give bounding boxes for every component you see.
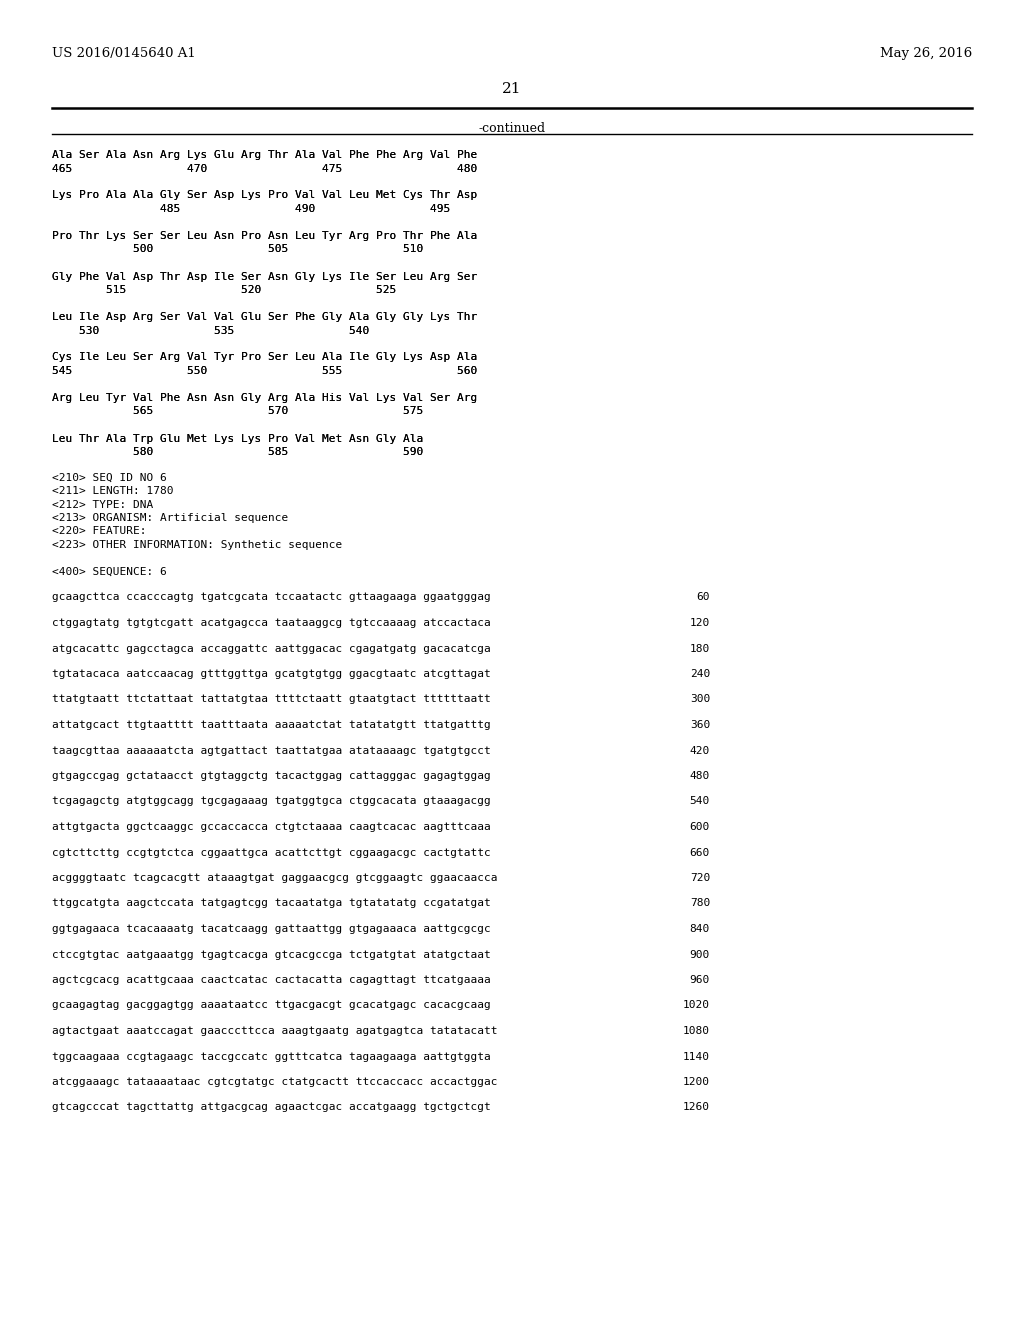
Text: Leu Ile Asp Arg Ser Val Val Glu Ser Phe Gly Ala Gly Gly Lys Thr: Leu Ile Asp Arg Ser Val Val Glu Ser Phe … <box>52 312 477 322</box>
Text: <211> LENGTH: 1780: <211> LENGTH: 1780 <box>52 486 173 496</box>
Text: tggcaagaaa ccgtagaagc taccgccatc ggtttcatca tagaagaaga aattgtggta: tggcaagaaa ccgtagaagc taccgccatc ggtttca… <box>52 1052 490 1061</box>
Text: agtactgaat aaatccagat gaacccttcca aaagtgaatg agatgagtca tatatacatt: agtactgaat aaatccagat gaacccttcca aaagtg… <box>52 1026 498 1036</box>
Text: atcggaaagc tataaaataac cgtcgtatgc ctatgcactt ttccaccacc accactggac: atcggaaagc tataaaataac cgtcgtatgc ctatgc… <box>52 1077 498 1086</box>
Text: 360: 360 <box>690 719 710 730</box>
Text: Ala Ser Ala Asn Arg Lys Glu Arg Thr Ala Val Phe Phe Arg Val Phe: Ala Ser Ala Asn Arg Lys Glu Arg Thr Ala … <box>52 150 477 160</box>
Text: -continued: -continued <box>478 121 546 135</box>
Text: 60: 60 <box>696 593 710 602</box>
Text: ttatgtaatt ttctattaat tattatgtaa ttttctaatt gtaatgtact ttttttaatt: ttatgtaatt ttctattaat tattatgtaa ttttcta… <box>52 694 490 705</box>
Text: <210> SEQ ID NO 6: <210> SEQ ID NO 6 <box>52 473 167 483</box>
Text: <213> ORGANISM: Artificial sequence: <213> ORGANISM: Artificial sequence <box>52 513 288 523</box>
Text: gcaagcttca ccacccagtg tgatcgcata tccaatactc gttaagaaga ggaatgggag: gcaagcttca ccacccagtg tgatcgcata tccaata… <box>52 593 490 602</box>
Text: 600: 600 <box>690 822 710 832</box>
Text: Lys Pro Ala Ala Gly Ser Asp Lys Pro Val Val Leu Met Cys Thr Asp: Lys Pro Ala Ala Gly Ser Asp Lys Pro Val … <box>52 190 477 201</box>
Text: 660: 660 <box>690 847 710 858</box>
Text: gtcagcccat tagcttattg attgacgcag agaactcgac accatgaagg tgctgctcgt: gtcagcccat tagcttattg attgacgcag agaactc… <box>52 1102 490 1113</box>
Text: 960: 960 <box>690 975 710 985</box>
Text: 180: 180 <box>690 644 710 653</box>
Text: taagcgttaa aaaaaatcta agtgattact taattatgaa atataaaagc tgatgtgcct: taagcgttaa aaaaaatcta agtgattact taattat… <box>52 746 490 755</box>
Text: tcgagagctg atgtggcagg tgcgagaaag tgatggtgca ctggcacata gtaaagacgg: tcgagagctg atgtggcagg tgcgagaaag tgatggt… <box>52 796 490 807</box>
Text: attatgcact ttgtaatttt taatttaata aaaaatctat tatatatgtt ttatgatttg: attatgcact ttgtaatttt taatttaata aaaaatc… <box>52 719 490 730</box>
Text: 500                 505                 510: 500 505 510 <box>52 244 423 255</box>
Text: Leu Thr Ala Trp Glu Met Lys Lys Pro Val Met Asn Gly Ala: Leu Thr Ala Trp Glu Met Lys Lys Pro Val … <box>52 433 423 444</box>
Text: Leu Ile Asp Arg Ser Val Val Glu Ser Phe Gly Ala Gly Gly Lys Thr: Leu Ile Asp Arg Ser Val Val Glu Ser Phe … <box>52 312 477 322</box>
Text: 485                 490                 495: 485 490 495 <box>52 205 451 214</box>
Text: Pro Thr Lys Ser Ser Leu Asn Pro Asn Leu Tyr Arg Pro Thr Phe Ala: Pro Thr Lys Ser Ser Leu Asn Pro Asn Leu … <box>52 231 477 242</box>
Text: gtgagccgag gctataacct gtgtaggctg tacactggag cattagggac gagagtggag: gtgagccgag gctataacct gtgtaggctg tacactg… <box>52 771 490 781</box>
Text: 540: 540 <box>690 796 710 807</box>
Text: 515                 520                 525: 515 520 525 <box>52 285 396 294</box>
Text: Ala Ser Ala Asn Arg Lys Glu Arg Thr Ala Val Phe Phe Arg Val Phe: Ala Ser Ala Asn Arg Lys Glu Arg Thr Ala … <box>52 150 477 160</box>
Text: 720: 720 <box>690 873 710 883</box>
Text: 300: 300 <box>690 694 710 705</box>
Text: 480: 480 <box>690 771 710 781</box>
Text: 1200: 1200 <box>683 1077 710 1086</box>
Text: US 2016/0145640 A1: US 2016/0145640 A1 <box>52 48 196 59</box>
Text: 1080: 1080 <box>683 1026 710 1036</box>
Text: agctcgcacg acattgcaaa caactcatac cactacatta cagagttagt ttcatgaaaa: agctcgcacg acattgcaaa caactcatac cactaca… <box>52 975 490 985</box>
Text: Gly Phe Val Asp Thr Asp Ile Ser Asn Gly Lys Ile Ser Leu Arg Ser: Gly Phe Val Asp Thr Asp Ile Ser Asn Gly … <box>52 272 477 281</box>
Text: tgtatacaca aatccaacag gtttggttga gcatgtgtgg ggacgtaatc atcgttagat: tgtatacaca aatccaacag gtttggttga gcatgtg… <box>52 669 490 678</box>
Text: 465                 470                 475                 480: 465 470 475 480 <box>52 164 477 173</box>
Text: 530                 535                 540: 530 535 540 <box>52 326 370 335</box>
Text: 565                 570                 575: 565 570 575 <box>52 407 423 417</box>
Text: Pro Thr Lys Ser Ser Leu Asn Pro Asn Leu Tyr Arg Pro Thr Phe Ala: Pro Thr Lys Ser Ser Leu Asn Pro Asn Leu … <box>52 231 477 242</box>
Text: 565                 570                 575: 565 570 575 <box>52 407 423 417</box>
Text: 1020: 1020 <box>683 1001 710 1011</box>
Text: <220> FEATURE:: <220> FEATURE: <box>52 527 146 536</box>
Text: Cys Ile Leu Ser Arg Val Tyr Pro Ser Leu Ala Ile Gly Lys Asp Ala: Cys Ile Leu Ser Arg Val Tyr Pro Ser Leu … <box>52 352 477 363</box>
Text: Arg Leu Tyr Val Phe Asn Asn Gly Arg Ala His Val Lys Val Ser Arg: Arg Leu Tyr Val Phe Asn Asn Gly Arg Ala … <box>52 393 477 403</box>
Text: 1260: 1260 <box>683 1102 710 1113</box>
Text: gcaagagtag gacggagtgg aaaataatcc ttgacgacgt gcacatgagc cacacgcaag: gcaagagtag gacggagtgg aaaataatcc ttgacga… <box>52 1001 490 1011</box>
Text: 485                 490                 495: 485 490 495 <box>52 205 451 214</box>
Text: atgcacattc gagcctagca accaggattc aattggacac cgagatgatg gacacatcga: atgcacattc gagcctagca accaggattc aattgga… <box>52 644 490 653</box>
Text: 840: 840 <box>690 924 710 935</box>
Text: Leu Thr Ala Trp Glu Met Lys Lys Pro Val Met Asn Gly Ala: Leu Thr Ala Trp Glu Met Lys Lys Pro Val … <box>52 433 423 444</box>
Text: 580                 585                 590: 580 585 590 <box>52 447 423 457</box>
Text: ctccgtgtac aatgaaatgg tgagtcacga gtcacgccga tctgatgtat atatgctaat: ctccgtgtac aatgaaatgg tgagtcacga gtcacgc… <box>52 949 490 960</box>
Text: <223> OTHER INFORMATION: Synthetic sequence: <223> OTHER INFORMATION: Synthetic seque… <box>52 540 342 550</box>
Text: ttggcatgta aagctccata tatgagtcgg tacaatatga tgtatatatg ccgatatgat: ttggcatgta aagctccata tatgagtcgg tacaata… <box>52 899 490 908</box>
Text: 120: 120 <box>690 618 710 628</box>
Text: 580                 585                 590: 580 585 590 <box>52 447 423 457</box>
Text: 420: 420 <box>690 746 710 755</box>
Text: ggtgagaaca tcacaaaatg tacatcaagg gattaattgg gtgagaaaca aattgcgcgc: ggtgagaaca tcacaaaatg tacatcaagg gattaat… <box>52 924 490 935</box>
Text: <400> SEQUENCE: 6: <400> SEQUENCE: 6 <box>52 568 167 577</box>
Text: 21: 21 <box>502 82 522 96</box>
Text: May 26, 2016: May 26, 2016 <box>880 48 972 59</box>
Text: Arg Leu Tyr Val Phe Asn Asn Gly Arg Ala His Val Lys Val Ser Arg: Arg Leu Tyr Val Phe Asn Asn Gly Arg Ala … <box>52 393 477 403</box>
Text: cgtcttcttg ccgtgtctca cggaattgca acattcttgt cggaagacgc cactgtattc: cgtcttcttg ccgtgtctca cggaattgca acattct… <box>52 847 490 858</box>
Text: 900: 900 <box>690 949 710 960</box>
Text: <212> TYPE: DNA: <212> TYPE: DNA <box>52 499 154 510</box>
Text: 545                 550                 555                 560: 545 550 555 560 <box>52 366 477 376</box>
Text: Cys Ile Leu Ser Arg Val Tyr Pro Ser Leu Ala Ile Gly Lys Asp Ala: Cys Ile Leu Ser Arg Val Tyr Pro Ser Leu … <box>52 352 477 363</box>
Text: ctggagtatg tgtgtcgatt acatgagcca taataaggcg tgtccaaaag atccactaca: ctggagtatg tgtgtcgatt acatgagcca taataag… <box>52 618 490 628</box>
Text: 465                 470                 475                 480: 465 470 475 480 <box>52 164 477 173</box>
Text: 240: 240 <box>690 669 710 678</box>
Text: Gly Phe Val Asp Thr Asp Ile Ser Asn Gly Lys Ile Ser Leu Arg Ser: Gly Phe Val Asp Thr Asp Ile Ser Asn Gly … <box>52 272 477 281</box>
Text: 530                 535                 540: 530 535 540 <box>52 326 370 335</box>
Text: 515                 520                 525: 515 520 525 <box>52 285 396 294</box>
Text: 780: 780 <box>690 899 710 908</box>
Text: 545                 550                 555                 560: 545 550 555 560 <box>52 366 477 376</box>
Text: acggggtaatc tcagcacgtt ataaagtgat gaggaacgcg gtcggaagtc ggaacaacca: acggggtaatc tcagcacgtt ataaagtgat gaggaa… <box>52 873 498 883</box>
Text: Lys Pro Ala Ala Gly Ser Asp Lys Pro Val Val Leu Met Cys Thr Asp: Lys Pro Ala Ala Gly Ser Asp Lys Pro Val … <box>52 190 477 201</box>
Text: 1140: 1140 <box>683 1052 710 1061</box>
Text: 500                 505                 510: 500 505 510 <box>52 244 423 255</box>
Text: attgtgacta ggctcaaggc gccaccacca ctgtctaaaa caagtcacac aagtttcaaa: attgtgacta ggctcaaggc gccaccacca ctgtcta… <box>52 822 490 832</box>
